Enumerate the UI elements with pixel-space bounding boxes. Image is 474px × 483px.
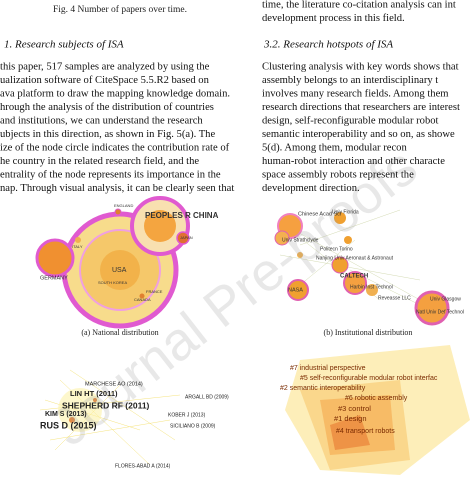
body-line: ava platform to draw the mapping knowled… [0, 88, 230, 99]
figure-a-graphic [35, 196, 190, 329]
node-label: USA [112, 267, 127, 274]
node-label: CALTECH [340, 274, 368, 280]
body-line: 5(d). Among them, modular recon [262, 142, 407, 153]
body-line: and institutions, we can understand the … [0, 115, 203, 126]
node-label: Univ Florida [332, 209, 359, 215]
node-label: KOBER J (2013) [168, 412, 206, 418]
node-label: #2 semantic interoperability [280, 385, 366, 392]
node-label: SICILIANO B (2009) [170, 423, 216, 429]
node-label: ENGLAND [114, 203, 133, 208]
body-line: this paper, 517 samples are analyzed by … [0, 61, 210, 72]
node-label: MARCHESE AO (2014) [85, 381, 143, 387]
body-line: time, the literature co-citation analysi… [262, 0, 456, 10]
node-label: CANADA [134, 297, 151, 302]
body-line: semantic interoperability and so on, as … [262, 129, 455, 140]
figure-caption: (b) Institutional distribution [324, 328, 413, 337]
body-line: ualization software of CiteSpace 5.5.R2 … [0, 75, 210, 86]
node-label: FRANCE [146, 289, 163, 294]
node-label: SHEPHERD RF (2011) [62, 400, 150, 410]
body-line: ize of the node circle indicates the con… [0, 142, 230, 153]
body-line: Clustering analysis with key words shows… [262, 61, 459, 72]
node-label: Politecn Torino [320, 246, 353, 252]
node-label: Natl Univ Def Technol [416, 309, 464, 315]
body-line: human-robot interaction and other charac… [262, 156, 445, 167]
node-label: JAPAN [180, 235, 193, 240]
body-line: entrality of the node represents its imp… [0, 169, 221, 180]
node-label: #3 control [338, 404, 371, 413]
body-line: he country in the related research field… [0, 156, 199, 167]
node-label: LIN HT (2011) [70, 389, 118, 398]
node-label: #1 design [334, 414, 367, 423]
figure-caption: Fig. 4 Number of papers over time. [53, 4, 187, 15]
body-line: assembly belongs to an interdisciplinary… [262, 75, 438, 86]
node-label: RUS D (2015) [40, 420, 97, 430]
node-label: #5 self-reconfigurable modular robot int… [300, 375, 438, 382]
node-label: ITALY [72, 244, 83, 249]
body-line: research directions that researchers are… [262, 102, 460, 113]
node-label: Nanjing Univ Aeronaut & Astronaut [316, 255, 394, 261]
node-label: Univ Glasgow [430, 296, 461, 302]
section-heading: 3.2. Research hotspots of ISA [263, 39, 393, 51]
node-label: PEOPLES R CHINA [145, 211, 219, 220]
node-label: GERMANY [40, 275, 68, 281]
node-label: Chinese Acad Sci [298, 211, 341, 217]
body-line: involves many research fields. Among the… [262, 88, 449, 99]
node-label: Harbin Inst Technol [350, 284, 393, 290]
body-line: development direction. [262, 183, 360, 194]
figure-c-graphic [39, 369, 181, 466]
node-label: SOUTH KOREA [98, 280, 127, 285]
body-line: hrough the analysis of the distribution … [0, 102, 214, 113]
figure-caption: (a) National distribution [81, 328, 158, 337]
node-label: KIM S (2013) [45, 411, 87, 418]
body-line: space assembly robots represent the [262, 169, 414, 180]
node-label: FLORES-ABAD A (2014) [115, 463, 171, 469]
body-line: design, self-reconfigurable modular robo… [262, 115, 439, 126]
node-label: NASA [288, 287, 303, 293]
section-heading: 1. Research subjects of ISA [4, 39, 124, 51]
node-label: Reveasse LLC [378, 295, 411, 301]
figure-b-graphic [274, 209, 450, 326]
node-label: #4 transport robots [336, 428, 395, 435]
body-line: nap. Through visual analysis, it can be … [0, 183, 234, 194]
node-label: #6 robotic assembly [345, 395, 408, 402]
body-line: development process in this field. [262, 13, 405, 24]
node-label: Univ Strathclyde [282, 237, 319, 243]
figure-d-graphic [285, 345, 470, 475]
node-label: ARGALL BD (2009) [185, 394, 229, 400]
body-line: ubjects in this direction, as shown in F… [0, 129, 215, 140]
node-label: #7 industrial perspective [290, 365, 366, 372]
